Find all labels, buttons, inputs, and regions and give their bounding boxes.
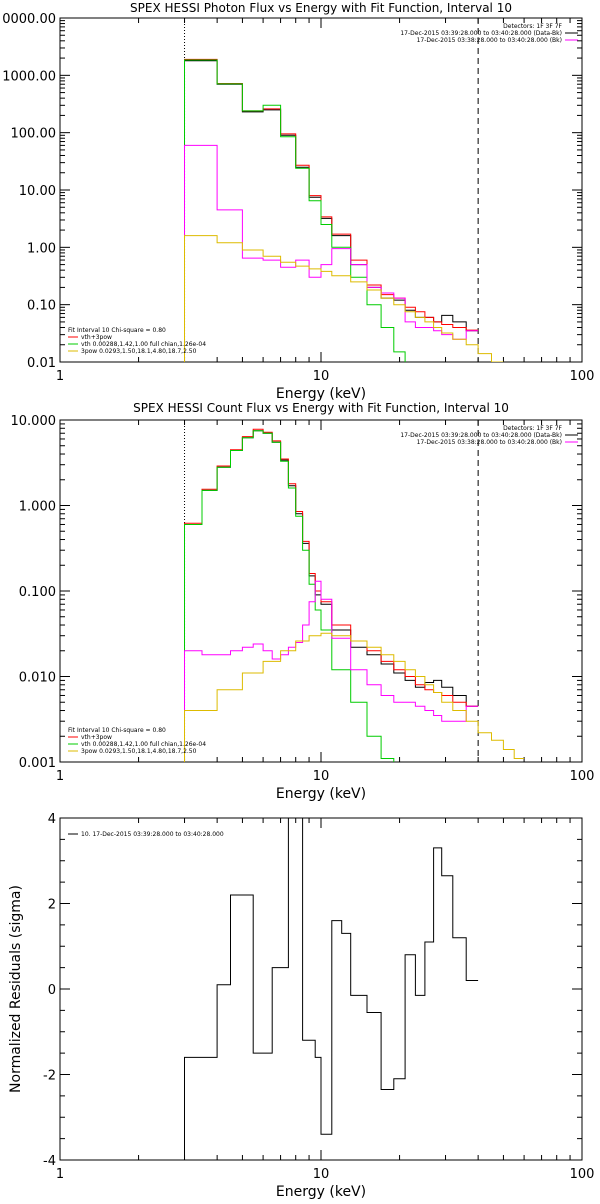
x-tick-label: 1 xyxy=(56,769,64,784)
legend-entry: vth 0.00288,1.42,1.00 full chian,1.26e-0… xyxy=(81,341,206,348)
x-tick-label: 100 xyxy=(570,769,595,784)
y-tick-label: 0000.00 xyxy=(2,12,56,27)
legend-header: Fit Interval 10 Chi-square = 0.80 xyxy=(68,327,166,334)
y-tick-label: 10.00 xyxy=(19,184,56,199)
series-step-line-5 xyxy=(184,235,504,362)
y-tick-label: 0 xyxy=(48,983,56,998)
x-axis-label: Energy (keV) xyxy=(276,786,366,802)
series-step-line-4 xyxy=(184,144,479,362)
legend-entry: 10. 17-Dec-2015 03:39:28.000 to 03:40:28… xyxy=(81,831,224,838)
x-axis-label: Energy (keV) xyxy=(276,1184,366,1200)
legend-entry: 3pow 0.0293,1.50,18.1,4.80,18.7,2.50 xyxy=(81,348,197,355)
x-tick-label: 100 xyxy=(570,369,595,384)
y-tick-label: -2 xyxy=(43,1069,56,1084)
series-step-line-4 xyxy=(184,580,479,762)
y-tick-label: 0.010 xyxy=(19,671,56,686)
legend-entry: vth+3pow xyxy=(81,334,112,341)
x-tick-label: 1 xyxy=(56,1167,64,1182)
info-line: Detectors: 1F 3F 7F xyxy=(503,23,562,30)
plot-title-1: SPEX HESSI Photon Flux vs Energy with Fi… xyxy=(130,1,512,15)
legend-header: Fit Interval 10 Chi-square = 0.80 xyxy=(68,727,166,734)
legend-entry: vth+3pow xyxy=(81,734,112,741)
legend-entry: vth 0.00288,1.42,1.00 full chian,1.26e-0… xyxy=(81,741,206,748)
info-line: 17-Dec-2015 03:39:28.000 to 03:40:28.000… xyxy=(400,30,562,37)
series-step-line-3 xyxy=(184,59,406,362)
y-tick-label: 0.100 xyxy=(19,585,56,600)
y-axis-label: Normalized Residuals (sigma) xyxy=(8,885,24,1093)
x-axis-label: Energy (keV) xyxy=(276,386,366,402)
plot-frame-1 xyxy=(59,17,583,363)
info-line: Detectors: 1F 3F 7F xyxy=(503,425,562,432)
y-tick-label: 1.000 xyxy=(19,500,56,515)
info-line: 17-Dec-2015 03:38:28.000 to 03:40:28.000… xyxy=(417,37,562,44)
series-step-line-1 xyxy=(184,818,479,1160)
info-line: 17-Dec-2015 03:39:28.000 to 03:40:28.000… xyxy=(400,432,562,439)
y-tick-label: 0.10 xyxy=(27,299,56,314)
y-tick-label: 2 xyxy=(48,898,56,913)
series-step-line-2 xyxy=(184,58,479,362)
y-tick-label: 1000.00 xyxy=(2,69,56,84)
x-tick-label: 100 xyxy=(570,1167,595,1182)
x-tick-label: 10 xyxy=(313,1167,330,1182)
series-step-line-3 xyxy=(184,430,395,762)
y-tick-label: 100.00 xyxy=(11,127,57,142)
plot-title-2: SPEX HESSI Count Flux vs Energy with Fit… xyxy=(133,401,509,415)
y-tick-label: 4 xyxy=(48,812,56,827)
legend-entry: 3pow 0.0293,1.50,18.1,4.80,18.7,2.50 xyxy=(81,748,197,755)
series-step-line-5 xyxy=(184,632,525,762)
x-tick-label: 10 xyxy=(313,769,330,784)
y-tick-label: -4 xyxy=(43,1154,56,1169)
y-tick-label: 0.001 xyxy=(19,756,56,771)
x-tick-label: 10 xyxy=(313,369,330,384)
y-tick-label: 10.000 xyxy=(11,414,57,429)
y-tick-label: 1.00 xyxy=(27,241,56,256)
info-line: 17-Dec-2015 03:38:28.000 to 03:40:28.000… xyxy=(417,439,562,446)
x-tick-label: 1 xyxy=(56,369,64,384)
y-tick-label: 0.01 xyxy=(27,356,56,371)
